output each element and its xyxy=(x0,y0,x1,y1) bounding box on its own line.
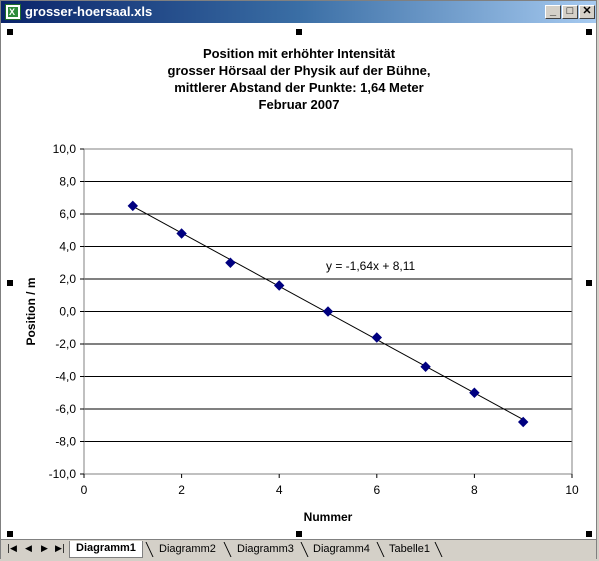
y-tick-label: 4,0 xyxy=(59,240,76,254)
scatter-chart: Position mit erhöhter Intensität grosser … xyxy=(24,46,579,524)
maximize-button[interactable]: □ xyxy=(562,5,578,19)
sheet-tab-bar: |◀ ◀ ▶ ▶| Diagramm1 Diagramm2 Diagramm3 … xyxy=(1,539,596,559)
tab-diagramm1[interactable]: Diagramm1 xyxy=(69,541,143,558)
trendline-equation: y = -1,64x + 8,11 xyxy=(326,259,415,273)
x-tick-label: 2 xyxy=(178,483,185,497)
x-axis-label: Nummer xyxy=(304,510,353,524)
data-point xyxy=(371,332,383,343)
x-tick-label: 8 xyxy=(471,483,478,497)
chart-title-line: mittlerer Abstand der Punkte: 1,64 Meter xyxy=(174,80,423,95)
y-tick-label: -6,0 xyxy=(55,402,76,416)
y-axis-label: Position / m xyxy=(24,277,38,345)
chart-area[interactable]: Position mit erhöhter Intensität grosser … xyxy=(3,25,596,537)
selection-handle[interactable] xyxy=(586,29,592,35)
tab-diagramm2[interactable]: Diagramm2 xyxy=(159,543,216,555)
x-tick-label: 10 xyxy=(565,483,579,497)
x-tick-label: 6 xyxy=(373,483,380,497)
first-sheet-nav-icon[interactable]: |◀ xyxy=(7,544,17,554)
data-point xyxy=(273,280,285,291)
y-tick-label: 8,0 xyxy=(59,175,76,189)
data-point xyxy=(517,416,529,428)
data-point xyxy=(469,387,480,398)
chart-title-line: grosser Hörsaal der Physik auf der Bühne… xyxy=(168,63,431,78)
y-tick-label: 0,0 xyxy=(59,305,76,319)
tab-tabelle1[interactable]: Tabelle1 xyxy=(389,543,430,555)
last-sheet-nav-icon[interactable]: ▶| xyxy=(55,544,65,554)
selection-handle[interactable] xyxy=(7,29,13,35)
data-point xyxy=(176,228,187,239)
y-tick-label: 6,0 xyxy=(59,207,76,221)
data-point xyxy=(127,200,139,212)
next-sheet-nav-icon[interactable]: ▶ xyxy=(41,544,48,554)
title-bar[interactable]: X grosser-hoersaal.xls _ □ ✕ xyxy=(1,1,596,23)
data-point xyxy=(225,257,236,268)
data-point xyxy=(322,306,334,317)
selection-handle[interactable] xyxy=(296,29,302,35)
chart-title-line: Februar 2007 xyxy=(259,97,340,112)
y-tick-label: -8,0 xyxy=(55,435,76,449)
window-title: grosser-hoersaal.xls xyxy=(25,4,153,19)
selection-handle[interactable] xyxy=(296,531,302,537)
selection-handle[interactable] xyxy=(586,531,592,537)
tab-diagramm4[interactable]: Diagramm4 xyxy=(313,543,370,555)
selection-handle[interactable] xyxy=(7,531,13,537)
selection-handle[interactable] xyxy=(586,280,592,286)
selection-handle[interactable] xyxy=(7,280,13,286)
chart-title-line: Position mit erhöhter Intensität xyxy=(203,46,396,61)
y-tick-label: -2,0 xyxy=(55,337,76,351)
y-tick-label: -10,0 xyxy=(49,467,77,481)
data-point xyxy=(420,361,431,372)
minimize-button[interactable]: _ xyxy=(545,5,561,19)
y-tick-label: 10,0 xyxy=(53,142,77,156)
excel-icon[interactable]: X xyxy=(5,4,21,20)
x-tick-label: 0 xyxy=(81,483,88,497)
y-tick-label: 2,0 xyxy=(59,272,76,286)
x-tick-label: 4 xyxy=(276,483,283,497)
tab-diagramm3[interactable]: Diagramm3 xyxy=(237,543,294,555)
y-tick-label: -4,0 xyxy=(55,370,76,384)
close-button[interactable]: ✕ xyxy=(579,5,595,19)
prev-sheet-nav-icon[interactable]: ◀ xyxy=(25,544,32,554)
